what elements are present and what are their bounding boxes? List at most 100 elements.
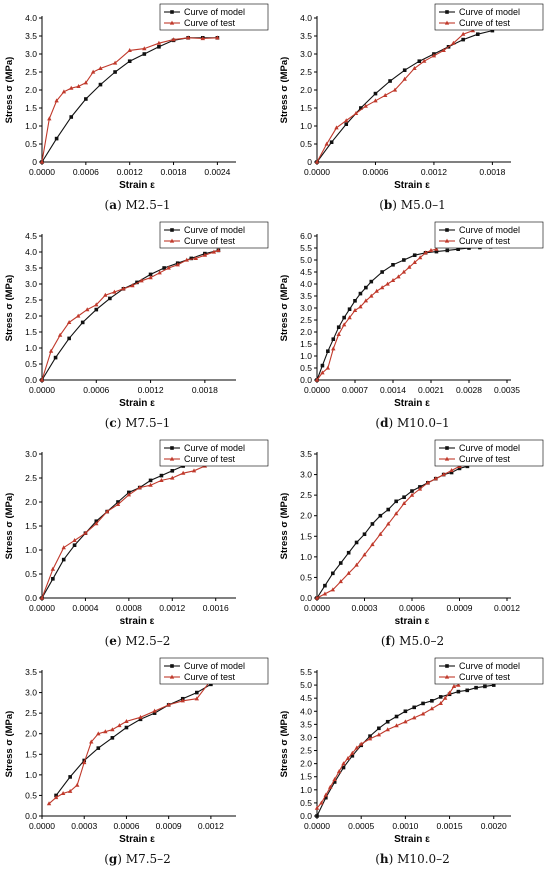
caption-g: (g) M7.5–2 (104, 852, 171, 866)
test-point (345, 756, 351, 760)
y-tick-label: 0.5 (25, 359, 37, 369)
y-tick-label: 0.0 (25, 375, 37, 385)
test-point (314, 159, 320, 164)
test-point (46, 801, 52, 806)
y-tick-label: 1.0 (300, 785, 312, 795)
test-point (394, 723, 399, 728)
model-curve-line (316, 684, 494, 817)
test-point (449, 468, 454, 473)
test-point (441, 472, 446, 477)
x-tick-label: 0.0010 (392, 821, 418, 831)
legend-test-marker (169, 20, 175, 25)
test-point (157, 270, 162, 275)
test-point (148, 275, 153, 280)
test-point (50, 566, 56, 571)
test-point (67, 788, 73, 793)
y-tick-label: 3.0 (25, 279, 37, 289)
test-point (320, 370, 325, 375)
y-tick-label: 0.5 (25, 790, 37, 800)
model-point (490, 28, 495, 33)
x-tick-label: 0.0028 (456, 385, 482, 395)
y-tick-label: 2.0 (25, 729, 37, 739)
test-point (409, 492, 415, 497)
legend-model-label: Curve of model (184, 225, 245, 235)
y-tick-label: 3.0 (25, 49, 37, 59)
caption-f: (f) M5.0–2 (380, 634, 445, 648)
test-point (425, 480, 431, 485)
test-point (383, 93, 388, 97)
test-point (94, 521, 99, 526)
test-point (323, 792, 329, 797)
model-point (344, 122, 349, 126)
model-point (412, 253, 417, 257)
chart-b: 0.0000 0.0006 0.0012 0.0018 0 0.5 1.0 1.5 2.0 2.5… (279, 3, 544, 191)
model-point (157, 45, 161, 49)
x-tick-label: 0.0014 (380, 385, 406, 395)
test-point (438, 701, 443, 706)
model-point (127, 59, 132, 63)
test-point (148, 482, 153, 487)
model-point (323, 583, 327, 588)
y-tick-label: 4.0 (25, 13, 37, 23)
test-point (200, 36, 205, 41)
model-point (331, 571, 335, 576)
model-point (430, 699, 434, 703)
y-tick-label: 3.5 (25, 263, 37, 273)
x-tick-label: 0.0000 (304, 821, 330, 831)
y-tick-label: 3.0 (25, 449, 37, 459)
test-point (330, 587, 336, 592)
test-point (53, 795, 59, 800)
model-point (110, 736, 115, 740)
y-tick-label: 1.0 (25, 343, 37, 353)
model-point (324, 795, 328, 800)
model-point (364, 285, 368, 290)
model-point (377, 726, 381, 731)
y-axis-label: Stress σ (MPa) (279, 493, 290, 560)
test-point (379, 285, 385, 290)
x-tick-label: 0.0000 (29, 821, 55, 831)
model-point (113, 70, 117, 74)
model-point (378, 513, 383, 518)
test-point (159, 478, 164, 482)
test-point (451, 684, 457, 688)
legend-model-marker (445, 10, 449, 14)
model-point (142, 52, 147, 56)
test-point (401, 500, 407, 505)
model-point (51, 577, 55, 581)
test-point (407, 264, 412, 269)
model-point (491, 683, 496, 687)
legend-model-label: Curve of model (184, 443, 245, 453)
test-point (447, 690, 452, 695)
model-point (394, 714, 399, 719)
chart-a: 0.0000 0.0006 0.0012 0.0018 0.0024 0 0.5 1.0 1.5… (4, 3, 269, 191)
panel-g: 0.0000 0.0003 0.0006 0.0009 0.0012 0.0 0.5 1.0 1… (0, 654, 275, 872)
model-point (209, 682, 213, 687)
x-axis-label: Strain ε (394, 834, 430, 845)
x-tick-label: 0.0007 (342, 385, 368, 395)
model-point (402, 68, 407, 72)
caption-d: (d) M10.0–1 (375, 416, 450, 430)
test-point (66, 320, 72, 324)
model-point (438, 695, 443, 699)
legend-test-label: Curve of test (184, 236, 236, 246)
test-point (423, 250, 428, 255)
y-tick-label: 2.5 (25, 708, 37, 718)
legend-model-marker (170, 446, 174, 450)
x-tick-label: 0.0006 (83, 385, 109, 395)
test-point (152, 708, 157, 713)
caption-a: (a) M2.5–1 (104, 198, 171, 212)
y-tick-label: 4.5 (25, 231, 37, 241)
legend-box (159, 657, 269, 685)
test-point (378, 531, 383, 536)
y-tick-label: 1.5 (25, 749, 37, 759)
test-point (76, 84, 81, 88)
legend-test-marker (169, 456, 175, 461)
y-tick-label: 2.5 (300, 490, 312, 500)
legend-model-marker (445, 446, 449, 450)
test-point (83, 530, 88, 535)
model-point (108, 296, 112, 301)
y-tick-label: 1.5 (300, 531, 312, 541)
y-axis-label: Stress σ (MPa) (4, 711, 15, 778)
model-point (456, 247, 460, 251)
test-point (90, 69, 96, 74)
